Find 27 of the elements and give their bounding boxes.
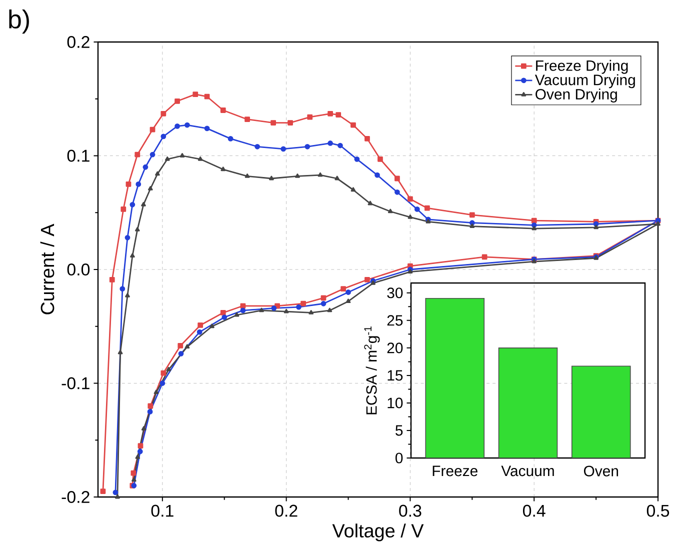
y-tick-label: 30 bbox=[387, 288, 403, 298]
y-axis-title: Current / A bbox=[40, 224, 54, 314]
y-tick-label: 0 bbox=[396, 452, 403, 464]
y-tick-label: 25 bbox=[387, 315, 403, 326]
x-tick-label: 0.3 bbox=[399, 504, 422, 517]
y-tick-label: 5 bbox=[396, 425, 403, 436]
legend-label: Vacuum Drying bbox=[534, 74, 635, 88]
x-axis-title: Voltage / V bbox=[332, 524, 424, 542]
x-tick-label: Vacuum bbox=[501, 466, 554, 476]
legend-label: Freeze Drying bbox=[536, 60, 628, 74]
y-tick-label: 15 bbox=[388, 370, 403, 381]
y-tick-label: 0.0 bbox=[67, 264, 90, 276]
x-tick-label: 0.5 bbox=[646, 504, 670, 517]
y-tick-label: 0.2 bbox=[67, 36, 90, 48]
y-tick-label: -0.2 bbox=[62, 491, 90, 503]
text: b) bbox=[9, 10, 29, 34]
y-tick-label: -0.1 bbox=[62, 377, 90, 390]
x-tick-label: 0.1 bbox=[151, 504, 174, 517]
y-tick-label: 20 bbox=[387, 342, 403, 354]
y-tick-label: 0.1 bbox=[67, 150, 90, 162]
legend-label: Oven Drying bbox=[536, 88, 617, 102]
x-tick-label: Oven bbox=[584, 466, 618, 476]
x-tick-label: 0.4 bbox=[522, 504, 546, 517]
x-tick-label: Freeze bbox=[432, 466, 478, 476]
y-tick-label: 10 bbox=[388, 398, 403, 408]
y-axis-title: ECSA / m$^{2}$g$^{-1}$ bbox=[364, 326, 380, 414]
x-tick-label: 0.2 bbox=[275, 504, 298, 517]
